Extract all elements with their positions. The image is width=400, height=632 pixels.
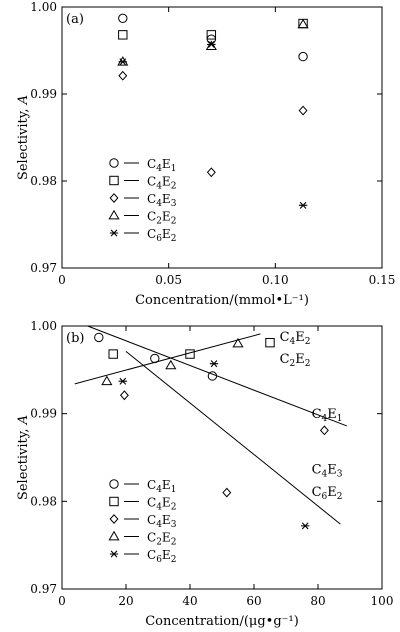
data-point-star [118, 377, 127, 385]
data-point-diamond [206, 167, 216, 178]
legend-marker-star [109, 229, 119, 237]
x-axis-label: Concentration/(μg•g⁻¹) [145, 614, 299, 629]
legend-label: C6E2 [147, 227, 176, 244]
x-tick-label: 100 [371, 594, 394, 608]
trend-line [87, 325, 347, 427]
data-point-star [301, 522, 310, 530]
legend-label: C4E1 [147, 478, 176, 495]
x-tick-label: 0.15 [369, 273, 396, 287]
legend-marker-diamond [109, 514, 119, 524]
panel-label: (b) [66, 331, 84, 346]
data-point-star [298, 201, 308, 209]
x-axis-label: Concentration/(mmol•L⁻¹) [135, 293, 309, 308]
series-annotation: C4E2 [280, 330, 311, 347]
legend-label: C4E2 [147, 175, 176, 192]
legend-marker-square [109, 496, 119, 507]
series-annotation: C4E1 [312, 407, 343, 424]
legend-label: C4E2 [147, 496, 176, 513]
data-point-star [207, 40, 216, 48]
data-point-diamond [222, 487, 232, 498]
data-point-diamond [119, 390, 129, 401]
y-tick-label: 0.98 [30, 174, 57, 188]
trend-line [125, 351, 341, 525]
data-point-circle [94, 332, 104, 343]
panel-label: (a) [66, 12, 84, 27]
x-tick-label: 0 [58, 594, 66, 608]
legend-label: C2E2 [147, 531, 176, 548]
plot-frame [61, 325, 383, 590]
x-tick-label: 80 [310, 594, 325, 608]
data-point-star [209, 360, 219, 368]
y-tick-label: 0.97 [30, 582, 57, 596]
x-tick-label: 40 [182, 594, 197, 608]
data-point-square [206, 30, 217, 40]
x-tick-label: 0.10 [262, 273, 289, 287]
series-annotation: C6E2 [312, 485, 343, 502]
y-axis-label: Selectivity, A [16, 95, 31, 180]
series-annotation: C4E3 [312, 462, 343, 479]
data-point-square [185, 349, 195, 359]
plot-frame [61, 6, 383, 269]
data-point-circle [150, 353, 160, 364]
data-point-star [118, 58, 127, 66]
y-axis-label: Selectivity, A [16, 415, 31, 500]
legend-label: C6E2 [147, 548, 176, 565]
data-point-circle [118, 13, 128, 24]
data-point-triangle [117, 56, 129, 66]
data-point-triangle [101, 375, 113, 386]
data-point-square [265, 337, 275, 348]
y-tick-label: 1.00 [30, 319, 57, 333]
data-point-triangle [205, 40, 217, 51]
data-point-square [118, 30, 128, 40]
x-tick-label: 20 [118, 594, 133, 608]
x-tick-label: 60 [246, 594, 261, 608]
data-point-square [108, 349, 118, 359]
x-tick-label: 0.05 [155, 273, 182, 287]
legend-marker-circle [109, 158, 119, 168]
y-tick-label: 0.98 [30, 494, 57, 508]
legend-marker-circle [109, 479, 119, 489]
data-point-diamond [319, 425, 329, 436]
y-tick-label: 0.99 [30, 87, 57, 101]
data-point-diamond [298, 105, 308, 116]
data-point-triangle [165, 359, 177, 370]
legend-marker-triangle [108, 530, 120, 541]
x-tick-label: 0 [58, 273, 66, 287]
y-tick-label: 1.00 [30, 0, 57, 14]
legend-marker-triangle [108, 209, 120, 220]
legend-label: C2E2 [147, 210, 176, 227]
series-annotation: C2E2 [280, 352, 311, 369]
y-tick-label: 0.97 [30, 261, 57, 275]
trend-line [74, 333, 261, 385]
legend-label: C4E3 [147, 192, 177, 209]
legend-label: C4E1 [147, 157, 176, 174]
legend-label: C4E3 [147, 513, 177, 530]
data-point-triangle [297, 18, 309, 29]
data-point-circle [298, 51, 308, 62]
data-point-diamond [118, 70, 128, 81]
y-tick-label: 0.99 [30, 407, 57, 421]
legend-marker-square [109, 175, 119, 186]
data-point-circle [207, 371, 218, 381]
legend-marker-diamond [109, 193, 119, 203]
legend-marker-star [109, 550, 119, 558]
data-point-triangle [232, 337, 244, 348]
